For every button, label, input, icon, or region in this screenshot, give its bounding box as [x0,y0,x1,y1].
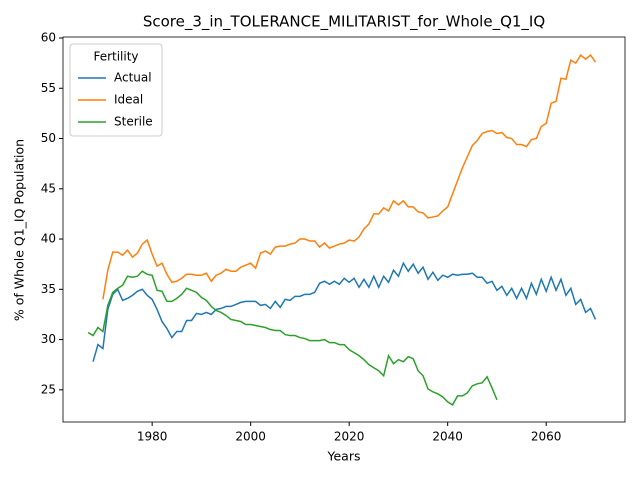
plot-frame [62,36,626,423]
chart-title: Score_3_in_TOLERANCE_MILITARIST_for_Whol… [143,13,545,32]
y-tick-label: 25 [41,382,56,396]
y-tick-label: 50 [41,131,56,145]
legend-box [69,43,163,137]
line-series [92,261,597,362]
legend-label: Sterile [114,115,153,129]
x-tick-label: 2040 [432,430,463,444]
x-tick-label: 2000 [235,430,266,444]
y-axis-label: % of Whole Q1_IQ Population [12,139,27,321]
x-tick-label: 1980 [137,430,168,444]
line-series [102,53,597,300]
y-tick-label: 30 [41,332,56,346]
y-tick-label: 40 [41,232,56,246]
legend-title: Fertility [93,50,138,64]
line-series [87,270,498,406]
x-axis-label: Years [327,449,361,464]
x-tick-label: 2020 [334,430,365,444]
y-tick-label: 45 [41,181,56,195]
legend-label: Ideal [114,93,143,107]
y-tick-label: 35 [41,282,56,296]
y-tick-label: 55 [41,81,56,95]
y-tick-label: 60 [41,31,56,45]
x-tick-label: 2060 [531,430,562,444]
legend-label: Actual [114,71,152,85]
